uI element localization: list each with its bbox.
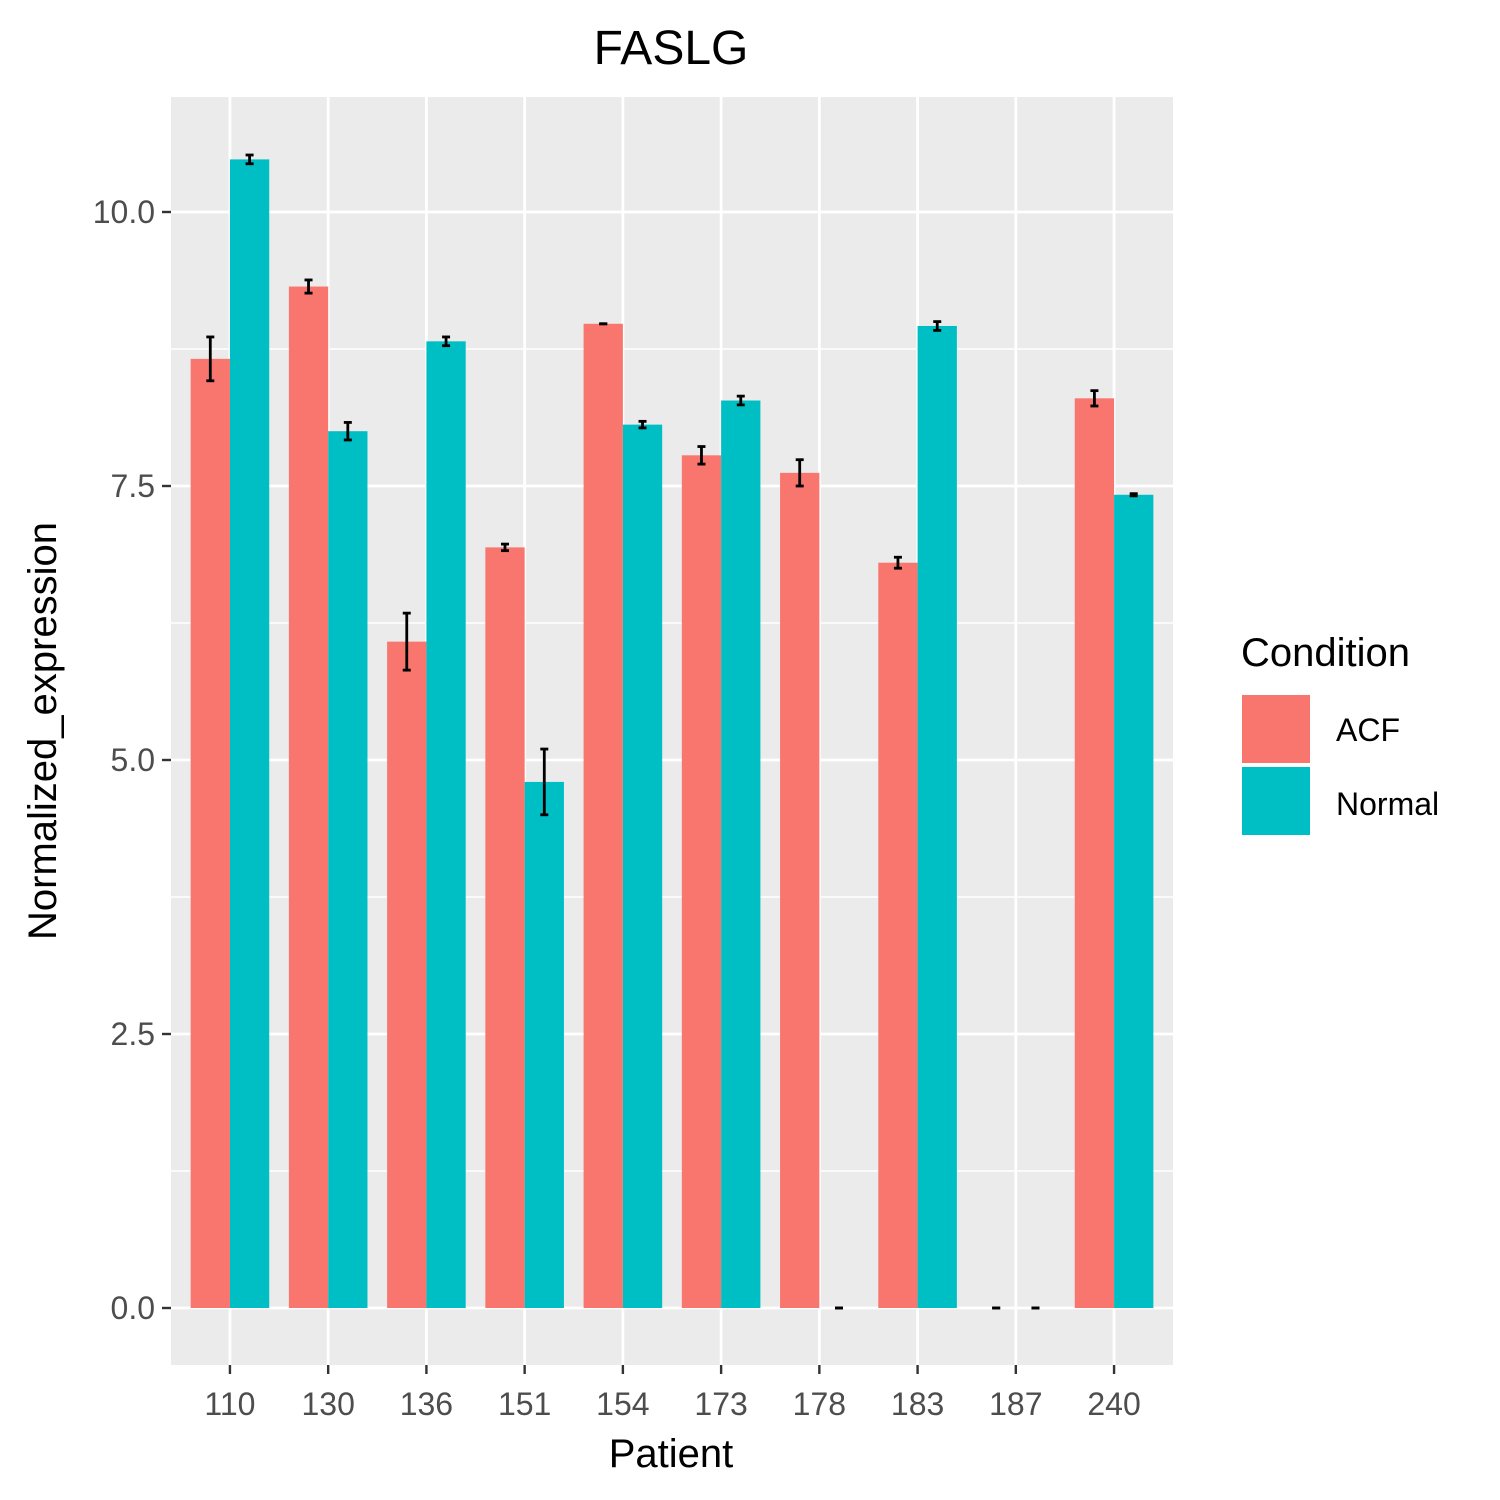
error-bar-acf-151 [501, 542, 509, 553]
error-bar-normal-240 [1129, 492, 1138, 498]
bar-acf-183 [878, 562, 918, 1308]
x-tick-label: 151 [498, 1386, 551, 1422]
error-bar-acf-173 [697, 445, 706, 466]
error-bar-normal-154 [638, 419, 647, 430]
bar-normal-110 [229, 159, 270, 1309]
bar-normal-136 [426, 341, 466, 1308]
legend-label-normal: Normal [1336, 786, 1439, 822]
bar-normal-183 [917, 325, 957, 1308]
error-bar-normal-151 [540, 747, 549, 817]
bar-normal-173 [721, 400, 761, 1309]
legend-key-acf [1242, 695, 1310, 763]
bar-acf-178 [780, 472, 820, 1308]
bar-acf-173 [681, 455, 722, 1308]
x-tick-label: 183 [891, 1386, 944, 1422]
y-tick-label: 2.5 [111, 1016, 155, 1052]
error-bar-normal-183 [933, 320, 942, 332]
x-tick-label: 240 [1087, 1386, 1140, 1422]
x-tick-label: 173 [694, 1386, 747, 1422]
chart-title: FASLG [594, 22, 749, 75]
error-bar-normal-136 [442, 335, 451, 348]
error-bar-acf-136 [402, 611, 411, 672]
error-bar-acf-178 [795, 458, 804, 488]
bar-acf-151 [485, 547, 525, 1308]
x-tick-label: 136 [400, 1386, 453, 1422]
bar-normal-151 [524, 781, 564, 1308]
error-bar-acf-130 [304, 278, 313, 295]
y-axis-title: Normalized_expression [21, 522, 65, 940]
bar-normal-240 [1114, 494, 1154, 1308]
error-bar-normal-173 [736, 394, 745, 407]
bar-acf-136 [387, 641, 427, 1308]
y-tick-label: 10.0 [93, 194, 155, 230]
legend-label-acf: ACF [1336, 712, 1400, 748]
x-axis-title: Patient [609, 1432, 734, 1476]
bar-normal-154 [622, 424, 663, 1308]
legend-title: Condition [1241, 631, 1410, 675]
error-bar-normal-110 [245, 153, 254, 166]
x-tick-label: 187 [989, 1386, 1042, 1422]
error-bar-acf-183 [893, 555, 902, 570]
bar-acf-130 [288, 286, 329, 1308]
legend-item-normal: Normal [1242, 767, 1439, 835]
y-tick-label: 7.5 [111, 468, 155, 504]
legend: Condition ACF Normal [1241, 631, 1439, 835]
x-tick-label: 110 [204, 1386, 255, 1422]
y-tick-label: 5.0 [111, 742, 155, 778]
x-axis: 110 130 136 151 154 173 178 183 187 240 [204, 1365, 1141, 1422]
legend-item-acf: ACF [1242, 695, 1400, 763]
x-tick-label: 154 [596, 1386, 649, 1422]
x-tick-label: 178 [793, 1386, 846, 1422]
bar-series [190, 159, 1154, 1309]
x-tick-label: 130 [301, 1386, 354, 1422]
y-tick-label: 0.0 [111, 1290, 155, 1326]
error-bar-acf-110 [206, 335, 215, 383]
bar-normal-130 [328, 431, 368, 1308]
bar-acf-110 [190, 358, 230, 1308]
error-bars [206, 153, 1138, 1310]
bar-acf-240 [1074, 398, 1115, 1308]
bar-acf-154 [583, 323, 623, 1308]
error-bar-normal-130 [343, 421, 352, 442]
legend-key-normal [1242, 767, 1310, 835]
error-bar-acf-240 [1090, 389, 1099, 408]
y-axis: 0.0 2.5 5.0 7.5 10.0 [93, 194, 171, 1326]
